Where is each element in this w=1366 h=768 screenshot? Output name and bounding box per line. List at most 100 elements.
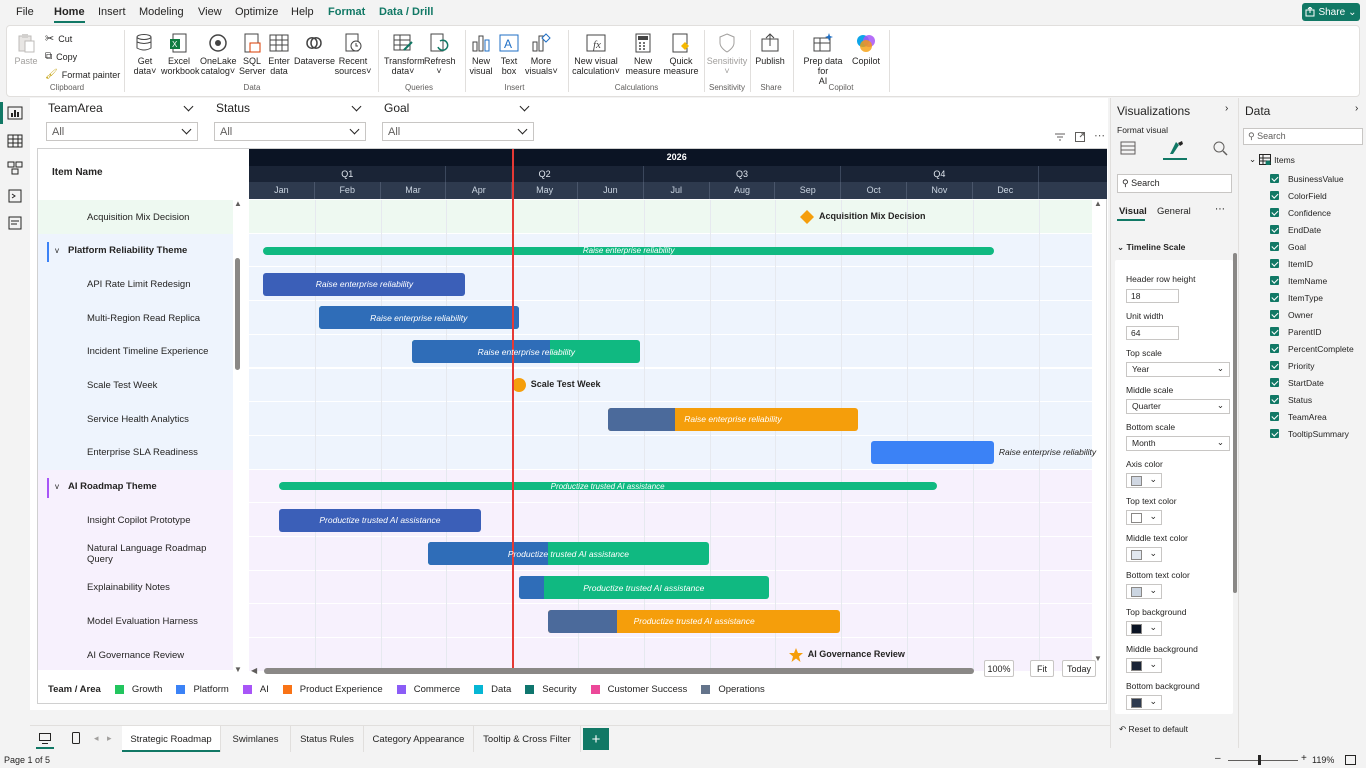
- fit-button[interactable]: Fit: [1030, 660, 1054, 677]
- share-button[interactable]: Share ⌄: [1302, 3, 1360, 21]
- menu-format[interactable]: Format: [328, 6, 366, 18]
- zoom-slider-thumb[interactable]: [1258, 755, 1261, 765]
- circle-milestone-icon[interactable]: [511, 377, 527, 393]
- slicer-status-dropdown[interactable]: All: [214, 122, 366, 141]
- previous-page-icon[interactable]: ◂: [94, 733, 99, 743]
- scroll-left-icon[interactable]: ◀: [251, 666, 258, 675]
- menu-home[interactable]: Home: [54, 6, 85, 23]
- paste-button[interactable]: Paste: [13, 32, 39, 66]
- checkbox-checked-icon[interactable]: [1270, 361, 1279, 370]
- mobile-layout-icon[interactable]: [72, 732, 80, 744]
- menu-file[interactable]: File: [16, 6, 34, 18]
- new-visual-calculation-button[interactable]: fx New visual calculation˅: [572, 32, 620, 76]
- tab-general[interactable]: General: [1157, 206, 1191, 217]
- legend-item[interactable]: Data: [491, 683, 512, 695]
- theme-row-label[interactable]: v AI Roadmap Theme: [38, 469, 233, 504]
- chevron-down-icon[interactable]: [351, 101, 362, 112]
- item-row-label[interactable]: Model Evaluation Harness: [38, 604, 233, 639]
- task-bar[interactable]: Raise enterprise reliability: [263, 272, 466, 296]
- timeline-scale-section[interactable]: ⌄ Timeline Scale: [1117, 242, 1186, 252]
- today-button[interactable]: Today: [1062, 660, 1096, 677]
- more-options-icon[interactable]: ⋯: [1215, 204, 1225, 215]
- new-visual-button[interactable]: New visual: [469, 32, 493, 76]
- legend-item[interactable]: Platform: [193, 683, 229, 695]
- item-row-label[interactable]: Service Health Analytics: [38, 402, 233, 437]
- field-item[interactable]: TeamArea: [1270, 409, 1327, 424]
- refresh-button[interactable]: Refresh ˅: [424, 32, 456, 76]
- dax-query-icon[interactable]: [7, 189, 23, 203]
- top-scale-select[interactable]: Year ⌄: [1126, 362, 1230, 377]
- cut-button[interactable]: ✂ Cut: [45, 33, 73, 45]
- field-item[interactable]: ItemID: [1270, 256, 1313, 271]
- legend-item[interactable]: Growth: [131, 683, 163, 695]
- dataverse-button[interactable]: Dataverse: [294, 32, 335, 66]
- collapse-chevron-icon[interactable]: v: [55, 482, 59, 492]
- enter-data-button[interactable]: Enter data: [267, 32, 291, 76]
- theme-row-label[interactable]: v Platform Reliability Theme: [38, 233, 233, 268]
- field-item[interactable]: Goal: [1270, 239, 1306, 254]
- bottom-background-picker[interactable]: ⌄: [1126, 695, 1162, 710]
- checkbox-checked-icon[interactable]: [1270, 174, 1279, 183]
- checkbox-checked-icon[interactable]: [1270, 276, 1279, 285]
- scroll-up-icon[interactable]: ▲: [1094, 199, 1102, 208]
- menu-data-drill[interactable]: Data / Drill: [379, 6, 434, 18]
- task-bar[interactable]: Raise enterprise reliability: [608, 407, 858, 431]
- data-search-input[interactable]: ⚲ Search: [1243, 128, 1363, 145]
- item-row-label[interactable]: API Rate Limit Redesign: [38, 267, 233, 302]
- field-item[interactable]: ParentID: [1270, 324, 1322, 339]
- header-row-height-input[interactable]: 18: [1126, 289, 1179, 303]
- add-page-button[interactable]: +: [583, 728, 609, 750]
- item-row-label[interactable]: AI Governance Review: [38, 638, 233, 670]
- chevron-down-icon[interactable]: [519, 101, 530, 112]
- collapse-chevron-icon[interactable]: v: [55, 246, 59, 256]
- legend-item[interactable]: Commerce: [413, 683, 461, 695]
- item-row-label[interactable]: Scale Test Week: [38, 368, 233, 403]
- model-view-icon[interactable]: [7, 161, 23, 175]
- checkbox-checked-icon[interactable]: [1270, 259, 1279, 268]
- filter-icon[interactable]: [1055, 133, 1065, 142]
- scroll-up-icon[interactable]: ▲: [234, 199, 242, 208]
- task-bar[interactable]: Productize trusted AI assistance: [278, 508, 482, 532]
- publish-button[interactable]: Publish: [753, 32, 787, 66]
- tab-swimlanes[interactable]: Swimlanes: [221, 726, 291, 752]
- pane-scroll-thumb[interactable]: [1233, 253, 1237, 593]
- tab-strategic-roadmap[interactable]: Strategic Roadmap: [122, 726, 221, 752]
- vertical-scrollbar[interactable]: [235, 200, 240, 670]
- tab-tooltip-cross-filter[interactable]: Tooltip & Cross Filter: [474, 726, 581, 752]
- viz-search-input[interactable]: ⚲ Search: [1117, 174, 1232, 193]
- checkbox-checked-icon[interactable]: [1270, 310, 1279, 319]
- star-milestone-icon[interactable]: [788, 647, 804, 663]
- field-item[interactable]: Priority: [1270, 358, 1314, 373]
- sql-server-button[interactable]: SQL Server: [239, 32, 266, 76]
- reset-to-default-button[interactable]: ↶ Reset to default: [1119, 724, 1189, 734]
- task-bar[interactable]: Productize trusted AI assistance: [518, 576, 769, 600]
- copilot-button[interactable]: Copilot: [849, 32, 883, 66]
- more-options-icon[interactable]: ⋯: [1094, 130, 1105, 142]
- middle-text-color-picker[interactable]: ⌄: [1126, 547, 1162, 562]
- transform-data-button[interactable]: Transform data˅: [384, 32, 425, 76]
- checkbox-checked-icon[interactable]: [1270, 378, 1279, 387]
- legend-item[interactable]: Operations: [718, 683, 765, 695]
- field-item[interactable]: TooltipSummary: [1270, 426, 1349, 441]
- menu-optimize[interactable]: Optimize: [235, 6, 279, 18]
- tab-status-rules[interactable]: Status Rules: [291, 726, 364, 752]
- slicer-teamarea-dropdown[interactable]: All: [46, 122, 198, 141]
- checkbox-checked-icon[interactable]: [1270, 412, 1279, 421]
- zoom-out-icon[interactable]: –: [1215, 753, 1221, 764]
- field-item[interactable]: StartDate: [1270, 375, 1324, 390]
- get-data-button[interactable]: Get data˅: [131, 32, 159, 76]
- tab-visual[interactable]: Visual: [1119, 206, 1147, 217]
- menu-modeling[interactable]: Modeling: [139, 6, 184, 18]
- tmdl-view-icon[interactable]: [7, 216, 23, 230]
- checkbox-checked-icon[interactable]: [1270, 344, 1279, 353]
- zoom-in-icon[interactable]: +: [1301, 753, 1307, 764]
- bottom-scale-select[interactable]: Month ⌄: [1126, 436, 1230, 451]
- menu-insert[interactable]: Insert: [98, 6, 126, 18]
- scroll-thumb[interactable]: [235, 258, 240, 370]
- scroll-down-icon[interactable]: ▼: [1094, 654, 1102, 663]
- field-item[interactable]: ItemName: [1270, 273, 1327, 288]
- middle-background-picker[interactable]: ⌄: [1126, 658, 1162, 673]
- field-item[interactable]: Owner: [1270, 307, 1313, 322]
- summary-bar[interactable]: Raise enterprise reliability: [263, 246, 994, 255]
- report-view-icon[interactable]: [7, 106, 23, 120]
